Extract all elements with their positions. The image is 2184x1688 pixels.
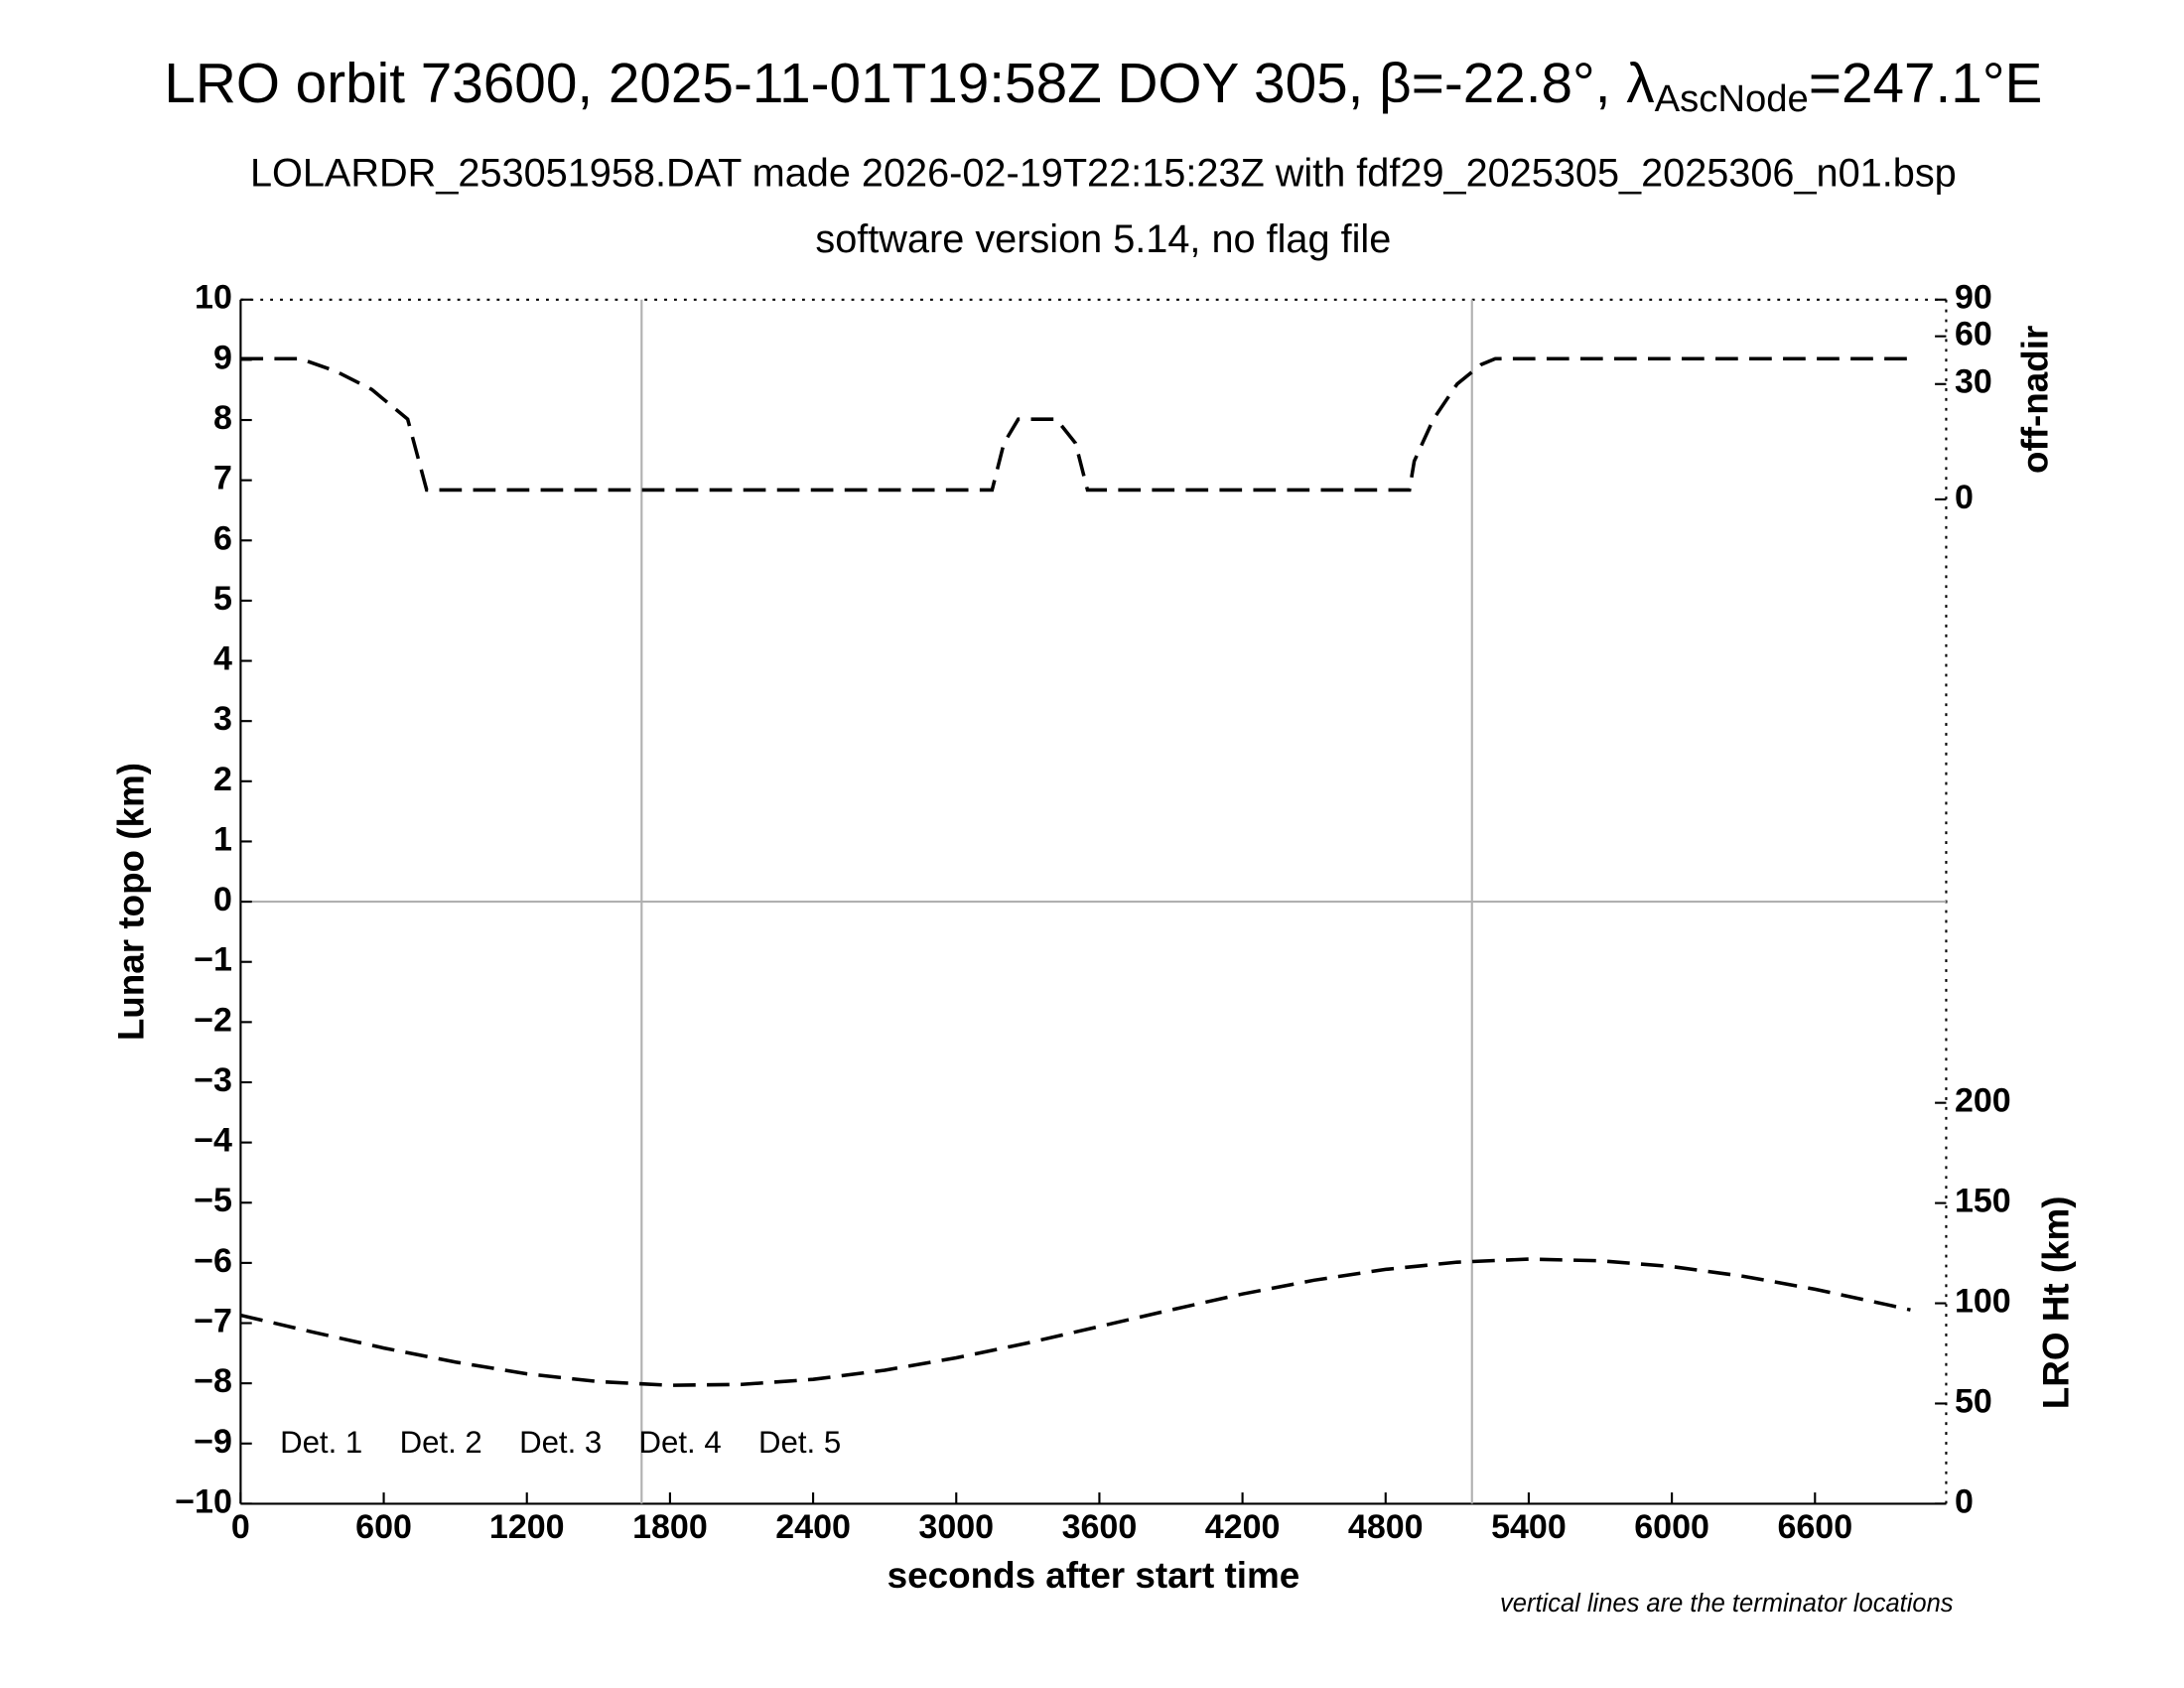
y-tick-label: 6 (213, 519, 232, 557)
y-tick-label: −5 (194, 1182, 232, 1219)
y-tick-label: −3 (194, 1061, 232, 1099)
y-tick-label: −7 (194, 1303, 232, 1340)
x-tick-label: 1800 (632, 1508, 708, 1546)
y-tick-label: 8 (213, 399, 232, 437)
y3-tick-label: 50 (1955, 1382, 1992, 1420)
x-tick-label: 2400 (775, 1508, 851, 1546)
x-tick-label: 0 (231, 1508, 250, 1546)
x-tick-label: 5400 (1491, 1508, 1567, 1546)
subtitle: LOLARDR_253051958.DAT made 2026-02-19T22… (250, 152, 1957, 196)
y-tick-label: 0 (213, 881, 232, 918)
y2-tick-label: 90 (1955, 279, 1992, 317)
y2-tick-label: 60 (1955, 316, 1992, 353)
y-tick-label: 5 (213, 580, 232, 618)
legend-entry: Det. 1 (280, 1425, 362, 1460)
y3-tick-label: 150 (1955, 1183, 2011, 1220)
y3-tick-label: 200 (1955, 1082, 2011, 1120)
data-line (240, 356, 1911, 492)
y3-axis-label: LRO Ht (km) (2036, 1196, 2077, 1409)
y-tick-label: −8 (194, 1362, 232, 1400)
legend-entry: Det. 4 (639, 1425, 722, 1460)
y-tick-label: 1 (213, 820, 232, 858)
title-main: LRO orbit 73600, 2025-11-01T19:58Z DOY 3… (164, 53, 1654, 115)
y-tick-label: −10 (175, 1482, 232, 1520)
y-tick-label: −4 (194, 1122, 232, 1160)
x-tick-label: 4800 (1348, 1508, 1424, 1546)
title-tail: =247.1°E (1809, 53, 2042, 115)
y2-tick-label: 30 (1955, 363, 1992, 401)
y-tick-label: −6 (194, 1242, 232, 1280)
data-line (239, 1257, 1911, 1387)
y-tick-label: 7 (213, 460, 232, 497)
y3-tick-label: 100 (1955, 1283, 2011, 1321)
legend-entry: Det. 2 (400, 1425, 482, 1460)
x-tick-label: 1200 (489, 1508, 565, 1546)
y3-tick-label: 0 (1955, 1482, 1974, 1520)
y-axis-label: Lunar topo (km) (110, 763, 151, 1041)
y-tick-label: 3 (213, 700, 232, 738)
y-tick-label: −9 (194, 1423, 232, 1461)
y-tick-label: −2 (194, 1001, 232, 1039)
legend-entry: Det. 3 (519, 1425, 602, 1460)
y-tick-label: 2 (213, 761, 232, 798)
title-subscript: AscNode (1655, 77, 1809, 120)
x-tick-label: 3000 (918, 1508, 994, 1546)
x-tick-label: 6000 (1634, 1508, 1709, 1546)
subtitle-2: software version 5.14, no flag file (815, 217, 1391, 261)
note: vertical lines are the terminator locati… (1500, 1590, 1954, 1618)
y2-axis-label: off-nadir (2014, 326, 2055, 474)
x-axis-label: seconds after start time (887, 1555, 1300, 1596)
chart-title: LRO orbit 73600, 2025-11-01T19:58Z DOY 3… (164, 53, 2042, 120)
y-tick-label: 4 (213, 640, 232, 678)
y2-tick-label: 0 (1955, 479, 1974, 516)
legend-entry: Det. 5 (758, 1425, 841, 1460)
y-tick-label: 9 (213, 339, 232, 376)
y-tick-label: 10 (195, 279, 232, 317)
x-tick-label: 600 (355, 1508, 412, 1546)
x-tick-label: 4200 (1205, 1508, 1281, 1546)
y-tick-label: −1 (194, 941, 232, 979)
x-tick-label: 3600 (1062, 1508, 1138, 1546)
x-tick-label: 6600 (1777, 1508, 1852, 1546)
